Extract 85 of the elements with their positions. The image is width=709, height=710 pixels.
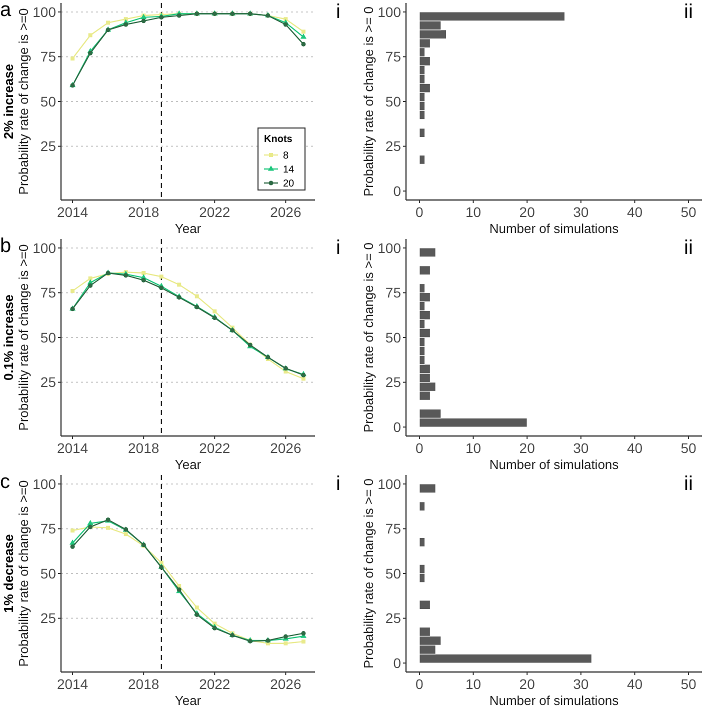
x-tick-label: 10 (465, 440, 482, 456)
legend-label: 14 (283, 164, 295, 176)
y-tick-label: 25 (385, 138, 402, 154)
y-tick-label: 75 (40, 284, 56, 301)
y-tick-label: 50 (40, 565, 56, 582)
y-axis-title: Probability rate of change is >=0 (16, 244, 31, 431)
x-tick-label: 2018 (128, 204, 160, 220)
x-tick-label: 10 (465, 676, 482, 692)
y-tick-label: 75 (385, 284, 402, 301)
x-tick-label: 2026 (270, 440, 302, 456)
text: b (0, 235, 12, 257)
y-tick-label: 25 (40, 610, 56, 626)
x-axis-title: Number of simulations (489, 457, 620, 472)
y-tick-label: 0 (393, 182, 402, 199)
x-tick-label: 40 (626, 676, 643, 692)
x-tick-label: 0 (416, 676, 424, 692)
x-axis-title: Year (174, 693, 202, 708)
y-tick-label: 50 (40, 329, 56, 346)
text: i (336, 237, 340, 259)
x-tick-label: 2018 (128, 676, 160, 692)
x-tick-label: 20 (519, 440, 536, 456)
legend-label: 20 (283, 178, 295, 190)
annotation: ii (684, 473, 693, 495)
x-axis-title: Year (174, 221, 202, 236)
x-tick-label: 10 (465, 204, 482, 220)
annotation: ii (684, 1, 693, 23)
y-axis-title: Probability rate of change is >=0 (16, 8, 31, 195)
y-tick-label: 25 (40, 374, 56, 390)
legend-title: Knots (264, 134, 293, 145)
y-tick-label: 25 (40, 138, 56, 154)
text: 1% decrease (1, 534, 16, 613)
y-axis-title: Probability rate of change is >= 0 (361, 242, 376, 433)
x-tick-label: 30 (573, 676, 589, 692)
x-tick-label: 2014 (56, 440, 88, 456)
text: i (336, 473, 340, 495)
y-tick-label: 100 (378, 240, 402, 256)
y-tick-label: 100 (378, 476, 402, 492)
x-tick-label: 20 (519, 676, 536, 692)
y-tick-label: 100 (32, 476, 56, 492)
annotation: ii (684, 237, 693, 259)
y-tick-label: 25 (385, 374, 402, 390)
x-tick-label: 50 (680, 676, 697, 692)
y-tick-label: 75 (385, 48, 402, 65)
y-axis-title: Probability rate of change is >= 0 (361, 6, 376, 197)
y-tick-label: 50 (40, 93, 56, 110)
text: 0.1% increase (1, 294, 16, 381)
x-tick-label: 2014 (56, 204, 88, 220)
x-tick-label: 2026 (270, 676, 302, 692)
text: 2% increase (1, 64, 16, 140)
x-tick-label: 0 (416, 204, 424, 220)
x-tick-label: 40 (626, 440, 643, 456)
x-tick-label: 2014 (56, 676, 88, 692)
x-tick-label: 2022 (199, 440, 230, 456)
text: i (336, 1, 340, 23)
x-tick-label: 40 (626, 204, 643, 220)
y-tick-label: 0 (393, 418, 402, 435)
y-tick-label: 75 (40, 48, 56, 65)
y-tick-label: 75 (385, 520, 402, 537)
legend-label: 8 (283, 150, 289, 162)
y-tick-label: 50 (385, 329, 402, 346)
y-axis-title: Probability rate of change is >= 0 (361, 478, 376, 669)
x-tick-label: 2022 (199, 204, 230, 220)
x-tick-label: 30 (573, 440, 589, 456)
text: a (0, 0, 12, 21)
text: c (0, 471, 10, 493)
x-tick-label: 50 (680, 204, 697, 220)
y-axis-title: Probability rate of change is >=0 (16, 480, 31, 667)
x-axis-title: Year (174, 457, 202, 472)
x-tick-label: 20 (519, 204, 536, 220)
y-tick-label: 50 (385, 565, 402, 582)
y-tick-label: 100 (378, 4, 402, 20)
x-tick-label: 50 (680, 440, 697, 456)
x-tick-label: 0 (416, 440, 424, 456)
y-tick-label: 100 (32, 4, 56, 20)
x-tick-label: 2026 (270, 204, 302, 220)
x-axis-title: Number of simulations (489, 221, 620, 236)
x-tick-label: 2022 (199, 676, 230, 692)
x-tick-label: 30 (573, 204, 589, 220)
y-tick-label: 75 (40, 520, 56, 537)
y-tick-label: 0 (393, 654, 402, 671)
x-tick-label: 2018 (128, 440, 160, 456)
y-tick-label: 50 (385, 93, 402, 110)
y-tick-label: 100 (32, 240, 56, 256)
x-axis-title: Number of simulations (489, 693, 620, 708)
y-tick-label: 25 (385, 610, 402, 626)
